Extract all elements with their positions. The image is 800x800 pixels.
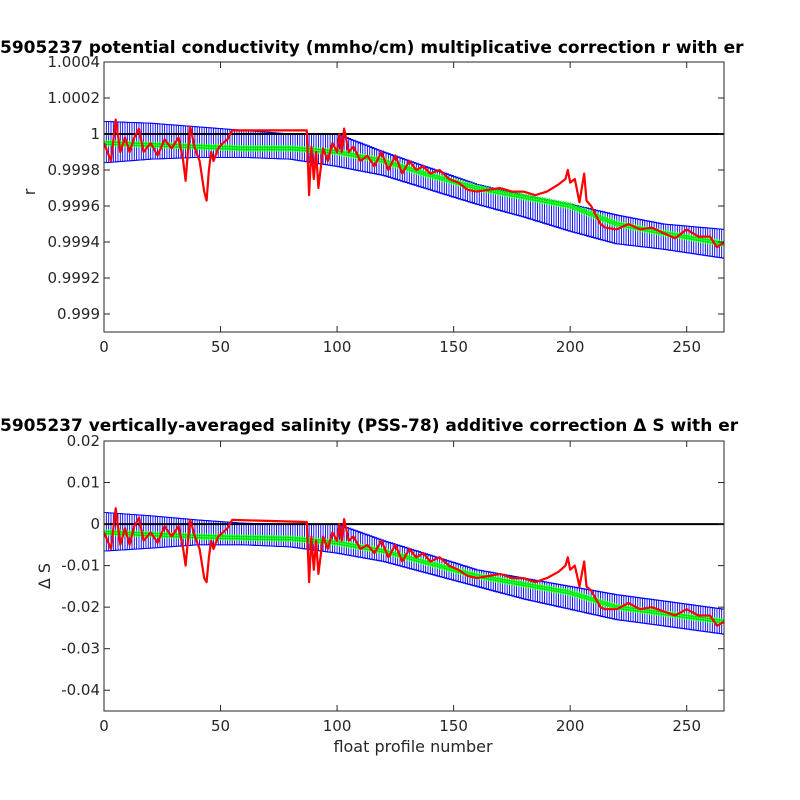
bottom-chart-x-tick-label: 0: [99, 717, 109, 735]
top-chart-fit-marker: [417, 169, 425, 176]
top-chart-x-tick-label: 100: [323, 338, 352, 356]
top-chart-plot-area: [104, 118, 724, 259]
top-chart-y-tick-label: 1.0004: [48, 53, 101, 71]
top-chart-fit-marker: [578, 207, 586, 214]
bottom-chart-y-tick-label: -0.02: [61, 598, 100, 616]
bottom-chart-fit-marker: [608, 602, 616, 610]
bottom-chart-plot-area: [104, 507, 724, 635]
bottom-chart-panel: 5905237 vertically-averaged salinity (PS…: [0, 416, 739, 756]
bottom-chart-y-tick-label: 0.01: [67, 474, 100, 492]
top-chart-fit-marker: [604, 217, 611, 224]
top-chart-fit-marker: [585, 209, 593, 217]
top-chart-error-bar: [721, 228, 724, 259]
bottom-chart-x-tick-label: 200: [556, 717, 585, 735]
bottom-chart-x-tick-label: 100: [323, 717, 352, 735]
top-chart-axes-box: [103, 61, 725, 333]
bottom-chart-x-axis-label: float profile number: [333, 737, 493, 756]
bottom-chart-fit-marker: [599, 599, 607, 607]
top-chart-fit-marker: [564, 202, 572, 209]
bottom-chart-error-bar: [413, 550, 419, 571]
top-chart-y-axis-label: r: [20, 188, 39, 195]
top-chart-x-tick-label: 250: [672, 338, 701, 356]
bottom-chart-y-axis-label: Δ S: [35, 563, 54, 589]
bottom-chart-fit-marker: [576, 592, 583, 599]
bottom-chart-y-tick-label: -0.03: [61, 640, 100, 658]
bottom-chart-fit-marker: [604, 600, 611, 608]
bottom-chart-fit-marker: [583, 594, 590, 602]
top-chart-fit-marker: [566, 202, 574, 210]
top-chart-y-tick-label: 0.9996: [48, 197, 101, 215]
top-chart-y-tick-label: 0.9998: [48, 161, 101, 179]
bottom-chart-fit-marker: [587, 595, 595, 603]
top-chart-raw-series-line: [104, 118, 724, 249]
top-chart-fit-marker: [599, 215, 607, 222]
top-chart-fit-marker: [601, 216, 609, 223]
top-chart-x-tick-label: 50: [211, 338, 230, 356]
bottom-chart-y-tick-label: 0: [90, 515, 100, 533]
bottom-chart-x-tick-label: 150: [439, 717, 468, 735]
bottom-chart-x-tick-label: 250: [672, 717, 701, 735]
top-chart-fit-marker: [608, 218, 616, 226]
top-chart-fit-marker: [571, 204, 579, 212]
bottom-chart-error-bar: [721, 608, 724, 635]
bottom-chart-x-tick-label: 50: [211, 717, 230, 735]
top-chart-y-tick-label: 1: [90, 125, 100, 143]
bottom-chart-fit-marker: [601, 600, 609, 607]
top-chart-fit-marker: [576, 206, 583, 213]
top-chart-fit-marker: [606, 217, 614, 225]
bottom-chart-fit-marker: [566, 589, 574, 596]
bottom-chart-y-tick-label: -0.01: [61, 557, 100, 575]
top-chart-y-tick-label: 0.999: [57, 305, 100, 323]
top-chart-x-tick-label: 0: [99, 338, 109, 356]
top-chart-fit-marker: [583, 208, 590, 216]
bottom-chart-axes-box: [103, 440, 725, 712]
top-chart-y-tick-label: 1.0002: [48, 89, 101, 107]
top-chart-fit-marker: [580, 208, 588, 215]
top-chart-panel: 5905237 potential conductivity (mmho/cm)…: [0, 38, 744, 356]
top-chart-y-tick-label: 0.9994: [48, 233, 101, 251]
top-chart-fit-marker: [405, 165, 413, 173]
top-chart-fit-marker: [611, 219, 618, 227]
top-chart-title: 5905237 potential conductivity (mmho/cm)…: [0, 38, 744, 58]
bottom-chart-y-tick-label: 0.02: [67, 432, 100, 450]
top-chart-x-tick-label: 200: [556, 338, 585, 356]
top-chart-y-tick-label: 0.9992: [48, 269, 101, 287]
top-chart-fit-marker: [419, 169, 427, 177]
bottom-chart-fit-marker: [569, 589, 576, 597]
top-chart-error-bar: [465, 180, 471, 202]
bottom-chart-fit-marker: [580, 593, 588, 601]
bottom-chart-fit-marker: [578, 592, 586, 600]
bottom-chart-fit-marker: [571, 590, 579, 598]
top-chart-x-tick-label: 150: [439, 338, 468, 356]
bottom-chart-fit-marker: [606, 601, 614, 609]
bottom-chart-fit-marker: [585, 595, 593, 602]
bottom-chart-title: 5905237 vertically-averaged salinity (PS…: [0, 416, 739, 436]
bottom-chart-y-tick-label: -0.04: [61, 681, 100, 699]
bottom-chart-fit-marker: [573, 591, 581, 599]
top-chart-fit-marker: [573, 205, 581, 213]
top-chart-fit-marker: [569, 203, 576, 211]
bottom-chart-raw-series-line: [104, 507, 724, 627]
